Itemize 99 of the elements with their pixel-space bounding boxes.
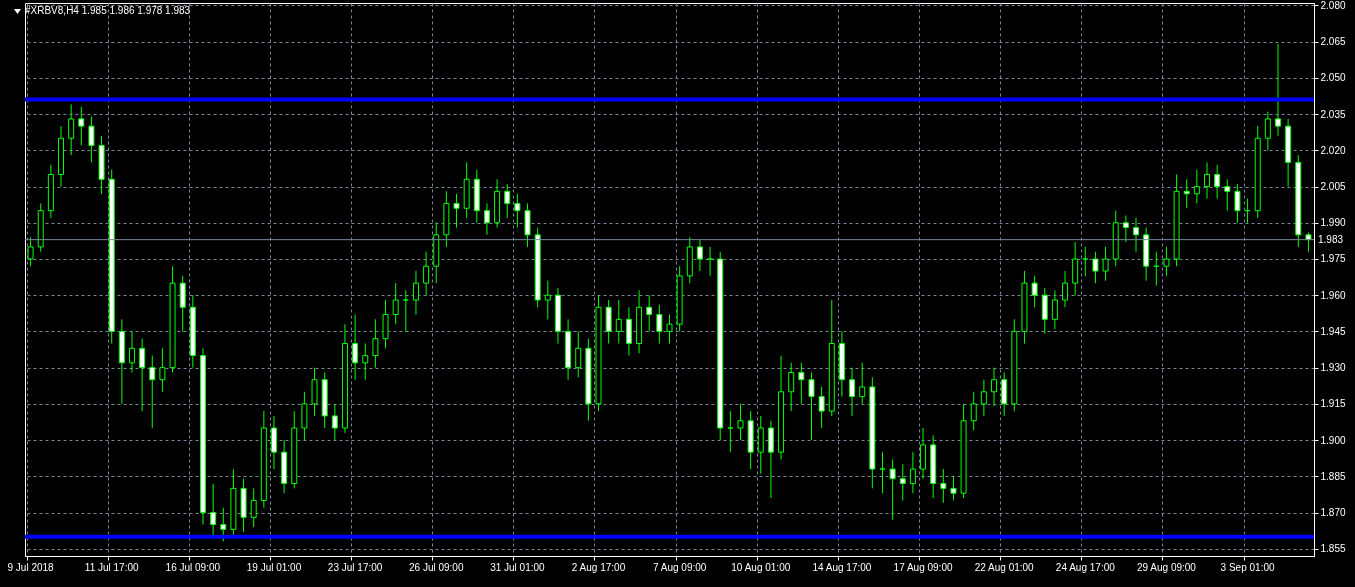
candlestick	[544, 280, 551, 320]
candlestick	[372, 318, 379, 369]
candlestick	[1031, 275, 1038, 308]
candlestick	[514, 193, 521, 229]
y-tick-label: 1.930	[1320, 362, 1346, 374]
candlestick	[707, 246, 714, 277]
x-tick-label: 11 Jul 17:00	[84, 561, 140, 573]
y-tick-label: 1.975	[1320, 253, 1346, 265]
candlestick	[646, 294, 653, 332]
candlestick	[1051, 289, 1058, 330]
x-tick-label: 10 Aug 01:00	[731, 561, 791, 573]
candlestick	[656, 304, 663, 344]
candlestick	[402, 289, 409, 332]
candlestick	[139, 338, 146, 412]
x-tick-label: 19 Jul 01:00	[246, 561, 302, 573]
candlestick	[899, 463, 906, 501]
candlestick	[210, 483, 217, 538]
candlestick	[1102, 246, 1109, 282]
x-tick-label: 26 Jul 09:00	[408, 561, 464, 573]
x-tick-label: 14 Aug 17:00	[812, 561, 872, 573]
candlestick	[1122, 215, 1129, 243]
x-tick-label: 22 Aug 01:00	[974, 561, 1035, 573]
candlestick	[808, 371, 815, 441]
candlestick	[788, 362, 795, 412]
candlestick	[909, 451, 916, 494]
x-tick-label: 31 Jul 01:00	[490, 561, 546, 573]
candlestick	[250, 487, 257, 528]
y-tick-label: 1.900	[1320, 434, 1346, 446]
y-tick-label: 2.065	[1320, 36, 1346, 48]
candlestick	[970, 391, 977, 431]
candlestick	[1214, 164, 1221, 200]
candlestick	[88, 116, 95, 163]
candlestick	[159, 347, 166, 393]
candlestick	[412, 270, 419, 316]
candlestick	[1204, 161, 1211, 200]
candlestick	[352, 314, 359, 381]
candlestick	[1082, 246, 1089, 277]
candlestick	[1264, 111, 1271, 151]
y-tick-label: 1.945	[1320, 325, 1346, 337]
candlestick	[889, 458, 896, 521]
candlestick	[991, 367, 998, 407]
y-tick-label: 2.020	[1320, 144, 1346, 156]
candlestick	[149, 355, 156, 429]
candlestick	[1275, 43, 1281, 137]
candlestick	[483, 202, 490, 236]
candlestick	[423, 251, 430, 296]
candlestick	[504, 183, 511, 219]
candlestick	[331, 403, 338, 441]
candlestick	[220, 507, 227, 543]
candlestick	[1163, 246, 1170, 277]
candlestick	[128, 330, 135, 373]
candlestick	[1234, 183, 1241, 224]
y-tick-label: 1.960	[1320, 289, 1346, 301]
candlestick	[980, 379, 987, 417]
y-tick-label: 2.035	[1320, 108, 1346, 120]
candlestick	[940, 468, 947, 504]
candlestick	[615, 299, 622, 344]
y-tick-label: 2.050	[1320, 72, 1346, 84]
candlestick	[392, 282, 399, 325]
y-tick-label: 1.885	[1320, 470, 1346, 482]
candlestick	[849, 367, 856, 417]
candlestick	[1133, 217, 1140, 253]
candlestick	[818, 386, 825, 429]
y-tick-label: 2.080	[1320, 0, 1346, 11]
x-tick-label: 23 Jul 17:00	[327, 561, 383, 573]
candlestick	[879, 451, 886, 494]
y-tick-label: 1.990	[1320, 217, 1346, 229]
x-tick-label: 29 Aug 09:00	[1136, 561, 1197, 573]
candlestick	[1193, 169, 1200, 204]
y-tick-label: 2.005	[1320, 181, 1346, 193]
candlestick	[575, 330, 582, 378]
candlestick	[696, 239, 703, 272]
y-tick-label: 1.855	[1320, 543, 1346, 555]
candlestick	[666, 314, 673, 344]
candlestick	[737, 403, 744, 441]
y-tick-label: 1.870	[1320, 507, 1346, 519]
candlestick	[1183, 178, 1190, 209]
candlestick	[68, 103, 75, 156]
candlestick	[1092, 251, 1099, 284]
ref-line-label: 1.983	[1318, 233, 1344, 245]
candlestick	[1224, 178, 1231, 212]
candlestick	[859, 362, 866, 405]
chart-title: #XRBV8,H4 1.985 1.986 1.978 1.983	[25, 5, 191, 16]
candlestick	[78, 106, 85, 146]
y-tick-label: 1.915	[1320, 398, 1346, 410]
x-tick-label: 9 Jul 2018	[7, 561, 55, 573]
candlestick	[362, 342, 369, 381]
candlestick	[950, 475, 957, 501]
candlestick	[453, 193, 460, 229]
x-tick-label: 16 Jul 09:00	[165, 561, 221, 573]
x-tick-label: 24 Aug 17:00	[1055, 561, 1116, 573]
x-tick-label: 7 Aug 09:00	[652, 561, 707, 573]
x-tick-label: 2 Aug 17:00	[571, 561, 626, 573]
candlestick	[1062, 270, 1069, 308]
x-tick-label: 3 Sep 01:00	[1220, 561, 1275, 573]
candlestick	[27, 236, 34, 267]
candlestick	[798, 362, 805, 405]
candlestick	[727, 410, 734, 453]
x-tick-label: 17 Aug 09:00	[893, 561, 953, 573]
